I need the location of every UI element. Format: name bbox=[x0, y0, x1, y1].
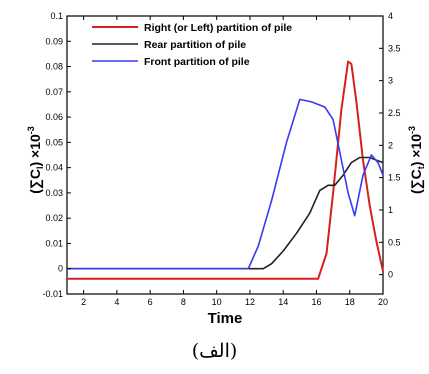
right-y-axis-ticks: 0 0.5 1 1.5 2 2.5 3 3.5 4 bbox=[379, 11, 401, 280]
left-y-tick-label: 0.02 bbox=[45, 213, 63, 223]
plot-area-frame bbox=[66, 15, 384, 295]
left-y-tick-label: 0.01 bbox=[45, 238, 63, 248]
left-y-tick-label: 0.07 bbox=[45, 87, 63, 97]
right-y-tick-label: 2 bbox=[388, 140, 393, 150]
series-line-1 bbox=[67, 60, 384, 280]
left-y-tick-label: 0.06 bbox=[45, 112, 63, 122]
x-tick-label: 10 bbox=[212, 297, 222, 307]
left-y-tick-label: 0.09 bbox=[45, 36, 63, 46]
x-axis-ticks: 2 4 6 8 10 12 14 16 18 20 bbox=[81, 16, 388, 307]
legend-label-rear: Rear partition of pile bbox=[144, 39, 246, 51]
left-y-tick-label: 0.03 bbox=[45, 188, 63, 198]
x-tick-label: 2 bbox=[81, 297, 86, 307]
left-y-tick-label: 0.08 bbox=[45, 62, 63, 72]
left-y-tick-label: 0 bbox=[58, 264, 63, 274]
series-lines bbox=[67, 60, 384, 280]
legend-label-right-left: Right (or Left) partition of pile bbox=[144, 22, 292, 34]
x-tick-label: 20 bbox=[378, 297, 388, 307]
series-line-2 bbox=[67, 156, 384, 270]
right-y-tick-label: 0 bbox=[388, 270, 393, 280]
right-y-tick-label: 3 bbox=[388, 76, 393, 86]
legend-label-front: Front partition of pile bbox=[144, 56, 250, 68]
left-y-axis-title: (∑Cl) ×10-3 bbox=[26, 126, 45, 194]
series-line-3 bbox=[67, 98, 384, 270]
left-y-tick-label: -0.01 bbox=[42, 289, 63, 299]
left-y-tick-label: 0.05 bbox=[45, 137, 63, 147]
right-y-tick-label: 0.5 bbox=[388, 237, 401, 247]
left-y-tick-label: 0.04 bbox=[45, 163, 63, 173]
right-y-tick-label: 3.5 bbox=[388, 43, 401, 53]
left-y-axis-ticks: -0.01 0 0.01 0.02 0.03 0.04 0.05 0.06 0.07 0.08 0.… bbox=[42, 11, 71, 299]
x-tick-label: 6 bbox=[148, 297, 153, 307]
figure-caption: (الف) bbox=[191, 340, 238, 362]
left-y-tick-label: 0.1 bbox=[50, 11, 63, 21]
x-tick-label: 18 bbox=[345, 297, 355, 307]
right-y-tick-label: 2.5 bbox=[388, 108, 401, 118]
x-tick-label: 14 bbox=[278, 297, 288, 307]
right-y-tick-label: 4 bbox=[388, 11, 393, 21]
x-tick-label: 4 bbox=[114, 297, 119, 307]
x-tick-label: 12 bbox=[245, 297, 255, 307]
chart: 2 4 6 8 10 12 14 16 18 20 -0.0100.010.020.030.040… bbox=[26, 11, 426, 327]
x-tick-label: 8 bbox=[181, 297, 186, 307]
x-tick-label: 16 bbox=[311, 297, 321, 307]
right-y-tick-label: 1.5 bbox=[388, 173, 401, 183]
x-axis-title: Time bbox=[208, 310, 243, 327]
right-y-axis-title: (∑Ct) ×10-3 bbox=[407, 126, 426, 194]
legend: Right (or Left) partition of pile Rear p… bbox=[92, 22, 292, 68]
right-y-tick-label: 1 bbox=[388, 205, 393, 215]
